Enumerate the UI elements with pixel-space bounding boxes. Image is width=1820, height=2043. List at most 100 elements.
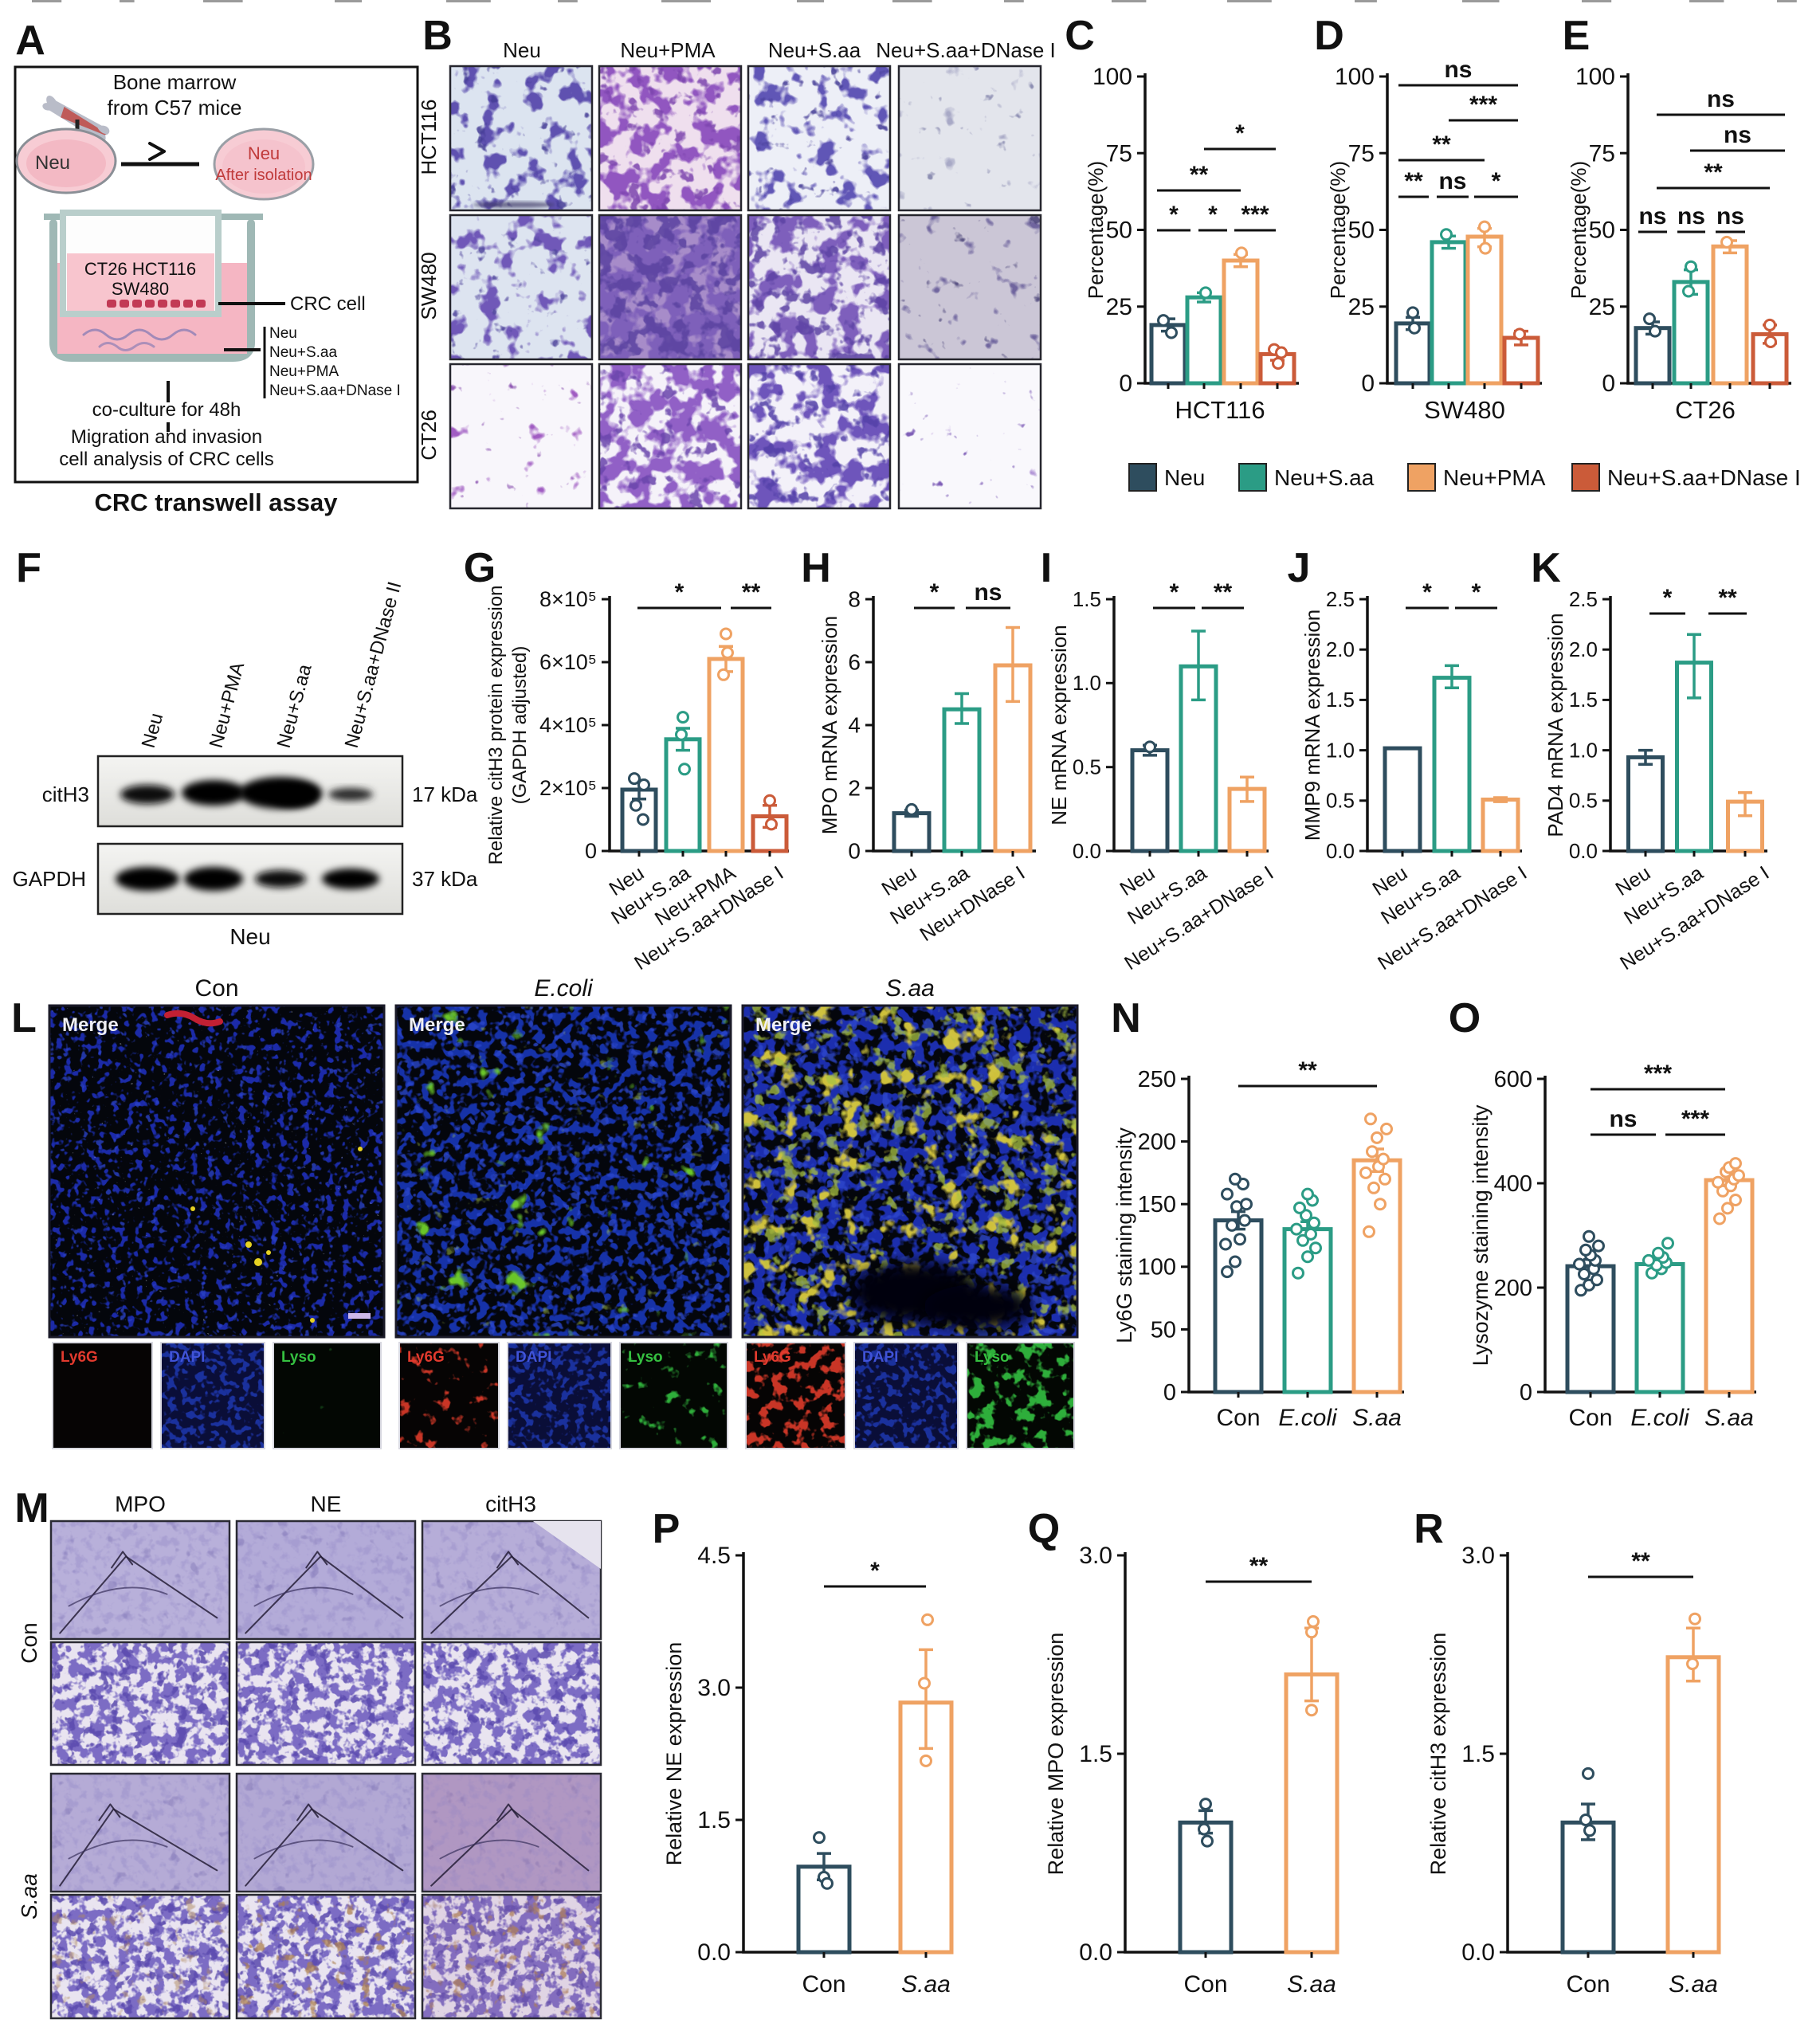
svg-text:**: ** [1214, 579, 1233, 606]
svg-text:HCT116: HCT116 [1175, 396, 1265, 424]
svg-text:G: G [464, 545, 496, 591]
svg-text:NE mRNA expression: NE mRNA expression [1047, 625, 1071, 825]
svg-text:Merge: Merge [409, 1014, 465, 1036]
svg-text:S.aa: S.aa [1669, 1971, 1718, 1998]
svg-text:200: 200 [1138, 1130, 1176, 1155]
svg-text:Migration and invasion: Migration and invasion [71, 426, 262, 448]
svg-text:S.aa: S.aa [885, 975, 935, 1002]
svg-text:I: I [1041, 545, 1052, 591]
svg-text:citH3: citH3 [485, 1492, 536, 1516]
svg-text:25: 25 [1106, 294, 1132, 320]
svg-text:2.0: 2.0 [1326, 637, 1355, 661]
svg-text:Relative MPO expression: Relative MPO expression [1044, 1633, 1068, 1876]
svg-text:*: * [1208, 202, 1218, 228]
svg-text:6: 6 [848, 650, 861, 675]
svg-text:NE: NE [311, 1492, 342, 1516]
svg-text:DAPI: DAPI [169, 1349, 205, 1366]
svg-text:***: *** [1469, 92, 1497, 118]
svg-text:2: 2 [848, 776, 861, 801]
svg-text:8×10⁵: 8×10⁵ [539, 587, 597, 611]
svg-text:Merge: Merge [62, 1014, 119, 1036]
svg-text:Lyso: Lyso [628, 1349, 663, 1366]
svg-text:S.aa: S.aa [17, 1873, 41, 1919]
svg-text:2×10⁵: 2×10⁵ [539, 776, 597, 800]
svg-text:Relative citH3 protein express: Relative citH3 protein expression [485, 586, 507, 865]
svg-text:50: 50 [1151, 1317, 1176, 1343]
svg-text:S.aa: S.aa [1352, 1405, 1402, 1431]
svg-text:Neu: Neu [503, 38, 541, 62]
svg-text:200: 200 [1494, 1276, 1532, 1301]
svg-text:MMP9 mRNA expression: MMP9 mRNA expression [1300, 610, 1324, 841]
svg-text:Neu+S.aa: Neu+S.aa [1274, 465, 1375, 490]
svg-text:2.0: 2.0 [1569, 637, 1598, 661]
svg-text:F: F [16, 545, 41, 591]
svg-text:400: 400 [1494, 1171, 1532, 1197]
svg-text:1.0: 1.0 [1326, 738, 1355, 762]
svg-text:**: ** [1298, 1057, 1317, 1084]
svg-text:0.0: 0.0 [1569, 839, 1598, 863]
svg-text:6×10⁵: 6×10⁵ [539, 650, 597, 674]
svg-text:Neu: Neu [229, 924, 270, 949]
svg-text:1.5: 1.5 [697, 1807, 731, 1833]
svg-text:Con: Con [1183, 1971, 1227, 1998]
svg-text:4.5: 4.5 [697, 1543, 731, 1569]
svg-text:0.0: 0.0 [1461, 1939, 1495, 1966]
svg-text:Bone marrow: Bone marrow [113, 70, 237, 94]
svg-text:Con: Con [17, 1622, 41, 1663]
svg-text:*: * [870, 1558, 880, 1584]
svg-text:DAPI: DAPI [516, 1349, 551, 1366]
svg-text:SW480: SW480 [417, 252, 441, 320]
svg-text:ns: ns [1716, 203, 1744, 229]
svg-text:1.5: 1.5 [1461, 1741, 1495, 1767]
svg-text:Con: Con [1566, 1971, 1610, 1998]
svg-text:Percentage(%): Percentage(%) [1567, 161, 1591, 299]
svg-text:*: * [930, 579, 939, 606]
svg-text:100: 100 [1335, 64, 1375, 90]
svg-text:Neu: Neu [35, 152, 70, 174]
svg-text:MPO mRNA expression: MPO mRNA expression [818, 616, 841, 835]
svg-text:1.5: 1.5 [1569, 688, 1598, 712]
svg-text:Neu+S.aa+DNase I: Neu+S.aa+DNase I [876, 38, 1055, 62]
svg-text:50: 50 [1589, 218, 1615, 244]
svg-text:ns: ns [1724, 122, 1751, 148]
svg-text:Neu+PMA: Neu+PMA [620, 38, 716, 62]
svg-text:75: 75 [1589, 140, 1615, 167]
svg-text:Neu+S.aa+DNase I: Neu+S.aa+DNase I [269, 382, 401, 399]
svg-text:*: * [1422, 579, 1432, 606]
svg-text:3.0: 3.0 [697, 1675, 731, 1701]
svg-text:Merge: Merge [755, 1014, 812, 1036]
svg-text:O: O [1449, 995, 1481, 1041]
svg-text:**: ** [1704, 159, 1723, 186]
svg-text:600: 600 [1494, 1067, 1532, 1092]
svg-text:Con: Con [1216, 1405, 1260, 1431]
svg-text:CT26 HCT116: CT26 HCT116 [84, 259, 196, 279]
svg-text:0.0: 0.0 [1326, 839, 1355, 863]
svg-text:Con: Con [194, 975, 238, 1002]
svg-text:After isolation: After isolation [215, 167, 312, 184]
svg-text:MPO: MPO [115, 1492, 166, 1516]
svg-text:150: 150 [1138, 1192, 1176, 1218]
svg-text:Neu+S.aa: Neu+S.aa [768, 38, 861, 62]
svg-text:0.0: 0.0 [697, 1939, 731, 1966]
svg-text:1.5: 1.5 [1073, 587, 1101, 611]
svg-text:4: 4 [848, 713, 861, 738]
svg-text:CRC transwell assay: CRC transwell assay [95, 488, 339, 516]
svg-text:***: *** [1644, 1061, 1672, 1087]
svg-text:Neu: Neu [248, 143, 280, 163]
svg-text:75: 75 [1348, 140, 1375, 167]
svg-text:Neu+S.aa+DNase I: Neu+S.aa+DNase I [1607, 465, 1801, 490]
svg-text:0.0: 0.0 [1073, 839, 1101, 863]
svg-text:**: ** [1249, 1553, 1269, 1579]
svg-text:Ly6G staining intensity: Ly6G staining intensity [1112, 1127, 1136, 1343]
svg-text:C: C [1065, 13, 1095, 59]
svg-text:CRC cell: CRC cell [290, 293, 366, 315]
svg-text:E.coli: E.coli [1278, 1405, 1338, 1431]
svg-text:*: * [1170, 579, 1179, 606]
svg-text:Ly6G: Ly6G [61, 1349, 98, 1366]
svg-text:2.5: 2.5 [1569, 587, 1598, 611]
svg-text:N: N [1111, 995, 1141, 1041]
svg-text:Neu+PMA: Neu+PMA [1443, 465, 1546, 490]
svg-text:PAD4 mRNA expression: PAD4 mRNA expression [1543, 613, 1567, 837]
svg-text:2.5: 2.5 [1326, 587, 1355, 611]
svg-text:***: *** [1681, 1106, 1709, 1132]
